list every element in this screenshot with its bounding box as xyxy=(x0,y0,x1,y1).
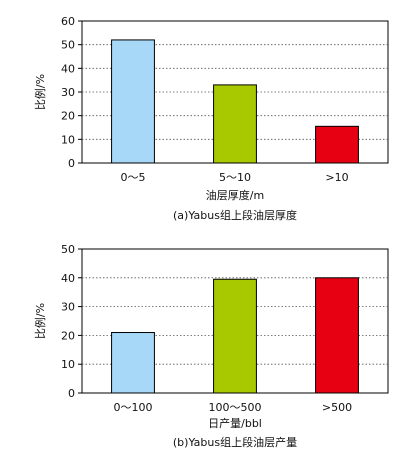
chart-a-caption: (a)Yabus组上段油层厚度 xyxy=(173,208,297,222)
chart-b-y-tick-label: 30 xyxy=(61,301,75,314)
chart-b-bar xyxy=(315,277,359,394)
chart-a-bars xyxy=(111,39,359,164)
chart-a-bar xyxy=(315,125,359,164)
chart-b-x-tick-label: >500 xyxy=(322,401,352,414)
chart-b-x-tick-label: 100～500 xyxy=(209,401,262,414)
chart-a-y-tick-label: 40 xyxy=(61,62,75,75)
chart-b-y-tick-label: 50 xyxy=(61,243,75,256)
chart-b-bars xyxy=(111,277,359,394)
chart-a-x-tick-label: 0～5 xyxy=(121,171,146,184)
chart-b-x-tick-label: 0～100 xyxy=(114,401,153,414)
chart-a-y-tick-label: 30 xyxy=(61,86,75,99)
chart-b: 0 10 20 30 40 50 0～100 100～500 >500 比例/% 日产量/bb… xyxy=(33,243,389,449)
chart-a-y-tick-label: 50 xyxy=(61,39,75,52)
chart-a-bar xyxy=(111,39,155,164)
chart-b-bar xyxy=(111,332,155,394)
chart-a-y-ticks: 0 10 20 30 40 50 60 xyxy=(61,15,82,170)
chart-a-y-tick-label: 20 xyxy=(61,110,75,123)
chart-b-y-ticks: 0 10 20 30 40 50 xyxy=(61,243,82,400)
chart-b-y-tick-label: 10 xyxy=(61,358,75,371)
chart-b-y-axis-label: 比例/% xyxy=(33,303,47,339)
chart-b-y-tick-label: 0 xyxy=(68,387,75,400)
chart-a-x-axis-label: 油层厚度/m xyxy=(206,188,264,202)
chart-b-y-tick-label: 40 xyxy=(61,272,75,285)
chart-a-bar xyxy=(213,84,257,164)
chart-b-y-tick-label: 20 xyxy=(61,329,75,342)
chart-a-y-axis-label: 比例/% xyxy=(33,74,47,110)
chart-a-x-tick-label: >10 xyxy=(325,171,348,184)
chart-b-caption: (b)Yabus组上段油层产量 xyxy=(173,435,297,449)
chart-b-x-axis-label: 日产量/bbl xyxy=(208,416,262,430)
chart-b-x-ticks: 0～100 100～500 >500 xyxy=(114,401,353,414)
chart-a-x-ticks: 0～5 5～10 >10 xyxy=(121,171,349,184)
chart-a: 0 10 20 30 40 50 60 0～5 5～10 >10 比例/% 油层厚度/m (a)… xyxy=(33,15,389,222)
chart-a-y-tick-label: 10 xyxy=(61,133,75,146)
chart-b-bar xyxy=(213,278,257,394)
chart-a-y-tick-label: 60 xyxy=(61,15,75,28)
chart-a-y-tick-label: 0 xyxy=(68,157,75,170)
chart-a-x-tick-label: 5～10 xyxy=(219,171,251,184)
